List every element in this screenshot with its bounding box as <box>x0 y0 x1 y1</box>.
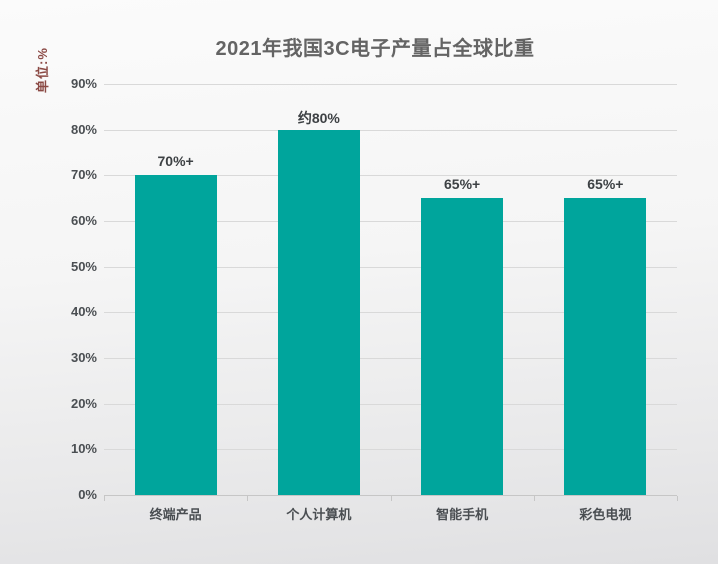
bar <box>277 129 360 495</box>
gridline <box>104 175 677 177</box>
bar-value-label: 70%+ <box>157 153 194 170</box>
gridline <box>104 221 677 222</box>
y-axis-tick-label: 60% <box>70 213 97 228</box>
chart-title: 2021年我国3C电子产量占全球比重 <box>215 38 535 60</box>
gridline <box>104 129 677 131</box>
bar <box>134 175 217 495</box>
x-axis-tick <box>247 496 249 501</box>
y-axis-tick-label: 10% <box>70 441 97 457</box>
y-axis-tick-label: 30% <box>70 350 97 365</box>
gridline <box>104 266 677 268</box>
y-axis-tick-label: 0% <box>78 487 97 502</box>
bar <box>564 198 647 495</box>
gridline <box>104 358 677 359</box>
x-axis-tick <box>390 496 392 501</box>
x-axis-category-label: 个人计算机 <box>286 507 352 522</box>
y-axis-tick-label: 90% <box>70 76 97 91</box>
y-axis-tick-label: 80% <box>70 121 97 137</box>
gridline <box>104 449 677 451</box>
bar-value-label: 约80% <box>297 109 340 126</box>
y-axis-tick-label: 50% <box>70 258 97 274</box>
gridline <box>104 312 677 314</box>
x-axis-category-label: 终端产品 <box>149 507 202 522</box>
bar-value-label: 65%+ <box>444 176 481 193</box>
y-axis-tick-label: 70% <box>70 167 97 183</box>
x-axis-tick <box>104 496 105 501</box>
bar <box>421 198 504 495</box>
gridline <box>104 403 677 405</box>
x-axis-category-label: 智能手机 <box>436 507 489 522</box>
y-axis-tick-label: 20% <box>70 395 97 411</box>
gridline <box>104 84 677 85</box>
bar-value-label: 65%+ <box>587 176 624 193</box>
y-axis-tick-label: 40% <box>70 304 97 320</box>
x-axis-category-label: 彩色电视 <box>579 507 632 522</box>
x-axis-line <box>104 495 677 496</box>
x-axis-tick <box>533 496 535 501</box>
x-axis-tick <box>677 496 678 501</box>
